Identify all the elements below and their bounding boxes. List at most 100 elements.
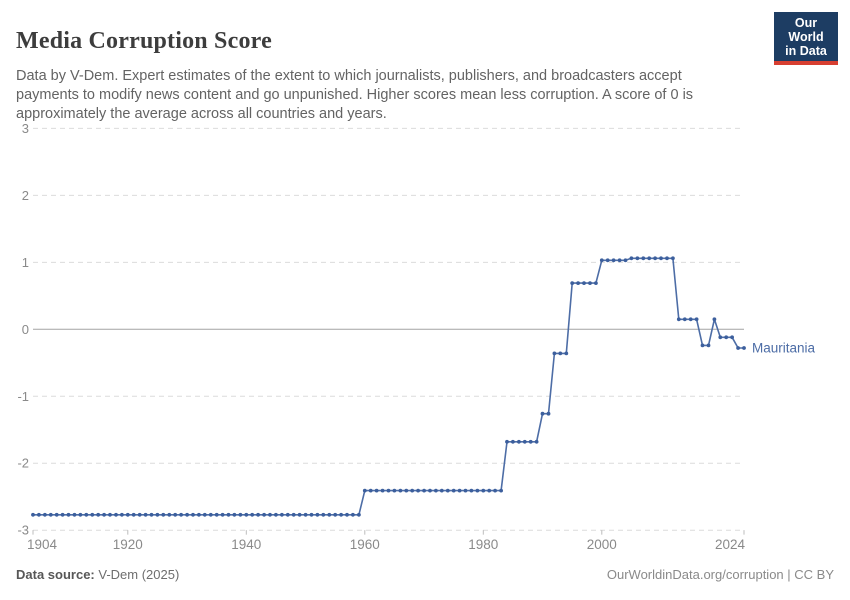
data-point-1917[interactable] <box>108 512 112 517</box>
data-point-1921[interactable] <box>131 512 136 517</box>
data-point-1982[interactable] <box>493 488 497 493</box>
data-point-1936[interactable] <box>220 512 225 517</box>
data-point-1960[interactable] <box>362 488 367 493</box>
data-point-1926[interactable] <box>161 512 166 517</box>
data-point-1914[interactable] <box>90 512 95 517</box>
data-point-1924[interactable] <box>149 512 154 517</box>
data-point-1943[interactable] <box>262 512 266 517</box>
data-point-1988[interactable] <box>528 439 533 444</box>
data-point-2022[interactable] <box>730 335 734 340</box>
data-point-1957[interactable] <box>345 512 349 517</box>
data-point-1968[interactable] <box>410 488 415 493</box>
data-point-2020[interactable] <box>718 335 723 340</box>
data-point-1970[interactable] <box>422 488 426 493</box>
data-point-1984[interactable] <box>505 439 509 444</box>
data-point-1933[interactable] <box>202 512 207 517</box>
data-point-1923[interactable] <box>143 512 148 517</box>
data-point-2013[interactable] <box>676 317 681 322</box>
data-point-1931[interactable] <box>191 512 195 517</box>
data-point-1972[interactable] <box>434 488 438 493</box>
data-point-1932[interactable] <box>197 512 201 517</box>
data-point-1940[interactable] <box>244 512 249 517</box>
data-point-2018[interactable] <box>706 343 711 348</box>
entity-label-mauritania[interactable]: Mauritania <box>752 341 816 356</box>
data-point-1993[interactable] <box>558 351 563 356</box>
data-point-1963[interactable] <box>380 488 385 493</box>
data-point-2014[interactable] <box>682 317 687 322</box>
data-point-1928[interactable] <box>173 512 178 517</box>
data-point-1953[interactable] <box>321 512 326 517</box>
data-point-1990[interactable] <box>540 411 545 416</box>
data-point-1969[interactable] <box>416 488 420 493</box>
data-point-1948[interactable] <box>291 512 296 517</box>
data-point-1930[interactable] <box>185 512 190 517</box>
data-point-1916[interactable] <box>102 512 106 517</box>
data-point-2019[interactable] <box>712 317 717 322</box>
data-point-1929[interactable] <box>179 512 184 517</box>
data-point-1985[interactable] <box>511 439 515 444</box>
data-point-1911[interactable] <box>72 512 77 517</box>
data-point-2004[interactable] <box>623 258 628 263</box>
owid-logo[interactable]: Our World in Data <box>774 12 838 65</box>
data-point-2006[interactable] <box>635 256 640 261</box>
data-point-1971[interactable] <box>428 488 432 493</box>
data-point-1987[interactable] <box>522 439 527 444</box>
data-point-2015[interactable] <box>688 317 693 322</box>
data-point-2007[interactable] <box>641 256 646 261</box>
data-point-1938[interactable] <box>232 512 237 517</box>
data-point-1922[interactable] <box>137 512 142 517</box>
data-point-1983[interactable] <box>499 488 503 493</box>
data-point-1979[interactable] <box>475 488 480 493</box>
data-point-1927[interactable] <box>167 512 172 517</box>
data-point-1976[interactable] <box>457 488 462 493</box>
data-point-2012[interactable] <box>671 256 675 261</box>
data-point-1965[interactable] <box>392 488 397 493</box>
data-point-1989[interactable] <box>534 439 539 444</box>
data-point-1974[interactable] <box>445 488 450 493</box>
data-point-1934[interactable] <box>208 512 213 517</box>
data-point-1945[interactable] <box>274 512 278 517</box>
data-point-1980[interactable] <box>481 488 486 493</box>
data-point-1955[interactable] <box>333 512 338 517</box>
data-point-1975[interactable] <box>451 488 456 493</box>
data-point-2023[interactable] <box>736 346 740 350</box>
data-point-1952[interactable] <box>315 512 320 517</box>
data-point-1913[interactable] <box>84 512 89 517</box>
data-point-2003[interactable] <box>617 258 622 263</box>
data-point-1962[interactable] <box>374 488 379 493</box>
data-point-1964[interactable] <box>386 488 391 493</box>
data-point-1904[interactable] <box>31 512 35 517</box>
data-point-2005[interactable] <box>629 256 634 261</box>
data-point-1961[interactable] <box>368 488 373 493</box>
data-point-1978[interactable] <box>469 488 474 493</box>
data-point-1944[interactable] <box>268 512 272 517</box>
data-point-2009[interactable] <box>653 256 657 261</box>
data-point-1941[interactable] <box>250 512 255 517</box>
data-point-1919[interactable] <box>120 512 124 517</box>
data-point-1959[interactable] <box>357 512 361 517</box>
data-point-1954[interactable] <box>327 512 332 517</box>
data-point-1947[interactable] <box>285 512 290 517</box>
data-point-1920[interactable] <box>125 512 130 517</box>
footer-link[interactable]: OurWorldinData.org/corruption | CC BY <box>606 567 834 582</box>
data-point-1905[interactable] <box>37 512 41 517</box>
data-point-2021[interactable] <box>724 335 729 340</box>
data-point-1996[interactable] <box>576 281 580 285</box>
data-point-2016[interactable] <box>694 317 699 322</box>
data-point-1918[interactable] <box>114 512 118 517</box>
data-point-1915[interactable] <box>96 512 101 517</box>
data-point-1937[interactable] <box>226 512 231 517</box>
data-point-1907[interactable] <box>48 512 53 517</box>
data-point-1986[interactable] <box>517 439 521 444</box>
data-point-1956[interactable] <box>339 512 343 517</box>
data-point-1949[interactable] <box>297 512 302 517</box>
data-point-2008[interactable] <box>647 256 652 261</box>
data-point-1981[interactable] <box>487 488 492 493</box>
data-point-1991[interactable] <box>546 411 551 416</box>
data-point-1946[interactable] <box>280 512 284 517</box>
data-point-1992[interactable] <box>552 351 557 356</box>
data-point-2000[interactable] <box>599 258 604 263</box>
data-point-2010[interactable] <box>659 256 663 261</box>
data-point-1995[interactable] <box>570 281 575 285</box>
data-point-1951[interactable] <box>309 512 314 517</box>
